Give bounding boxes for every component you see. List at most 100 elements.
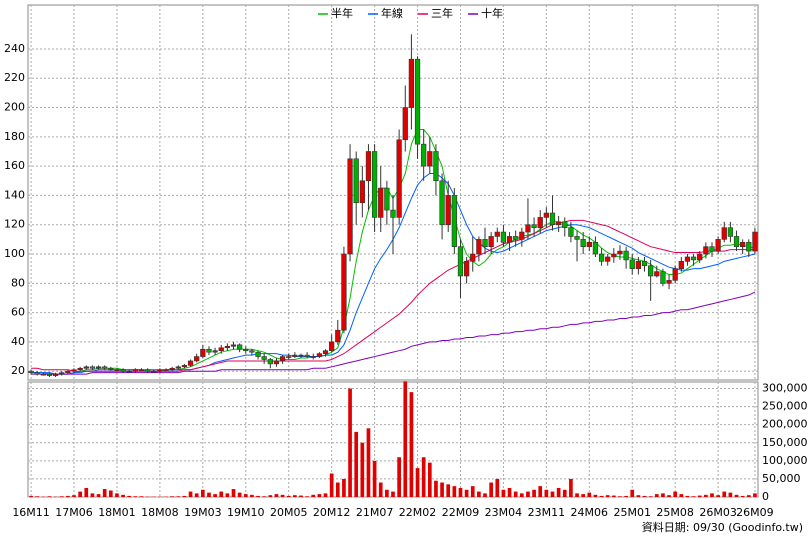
legend-label: 年線: [381, 6, 403, 20]
price-panel: [27, 4, 759, 381]
volume-bar: [139, 496, 144, 497]
x-tick-label: 23M04: [485, 506, 523, 519]
y2-tick-label: 300,000: [762, 382, 808, 395]
volume-panel: [27, 381, 759, 498]
candle-body: [144, 369, 151, 372]
x-tick-label: 18M01: [98, 506, 136, 519]
legend-label: 十年: [481, 6, 503, 20]
candle-body: [525, 224, 531, 233]
candle-body: [611, 253, 617, 258]
volume-bar: [29, 495, 33, 497]
volume-bar: [348, 388, 352, 497]
volume-bar: [716, 495, 720, 497]
y-tick-label: 60: [11, 306, 25, 319]
volume-bar: [213, 494, 217, 497]
candle-body: [678, 261, 684, 269]
volume-bar: [569, 478, 573, 497]
volume-bar: [372, 460, 377, 497]
volume-bar: [483, 493, 487, 497]
y-tick-label: 120: [4, 218, 25, 231]
volume-bar: [335, 482, 340, 497]
volume-bar: [250, 494, 254, 497]
candle-body: [230, 344, 237, 347]
volume-bar: [78, 491, 82, 497]
candle-body: [261, 356, 267, 360]
candle-body: [255, 351, 261, 357]
x-tick-label: 17M06: [55, 506, 93, 519]
candle-body: [666, 280, 672, 284]
x-tick-label: 24M06: [571, 506, 609, 519]
candle-body: [212, 350, 218, 353]
candle-body: [181, 365, 188, 368]
candle-body: [157, 369, 163, 372]
volume-bar: [108, 490, 113, 497]
candle-body: [126, 370, 132, 373]
candle-body: [721, 227, 727, 240]
candle-body: [347, 158, 353, 255]
volume-bar: [519, 493, 524, 497]
volume-bar: [231, 489, 236, 497]
volume-bar: [624, 495, 628, 497]
volume-bar: [446, 484, 451, 497]
candle-body: [65, 370, 71, 373]
volume-bar: [562, 489, 567, 497]
volume-bar: [59, 496, 64, 497]
volume-bar: [133, 496, 138, 497]
volume-bar: [280, 494, 285, 497]
volume-bar: [121, 494, 125, 497]
volume-bar: [299, 495, 303, 497]
volume-bar: [538, 486, 543, 497]
candle-body: [746, 242, 752, 252]
candle-body: [562, 221, 568, 228]
volume-bar: [237, 492, 242, 497]
volume-bar: [385, 489, 389, 497]
x-tick-label: 20M05: [270, 506, 308, 519]
candle-body: [488, 236, 494, 247]
volume-bar: [286, 495, 291, 497]
x-tick-label: 20M12: [313, 506, 351, 519]
volume-bar: [599, 495, 604, 497]
y-tick-label: 180: [4, 130, 25, 143]
candle-body: [187, 360, 194, 366]
candle-body: [329, 341, 335, 352]
candle-body: [500, 231, 507, 243]
candle-body: [371, 151, 378, 218]
volume-bar: [176, 496, 181, 497]
candle-body: [310, 356, 316, 358]
candle-body: [617, 250, 623, 255]
volume-bar: [96, 494, 101, 497]
volume-bar: [342, 478, 346, 497]
volume-bar: [219, 491, 224, 497]
candle-body: [629, 259, 635, 269]
candle-body: [727, 227, 734, 237]
volume-bar: [188, 491, 193, 497]
candle-body: [648, 265, 654, 277]
volume-bar: [366, 428, 371, 497]
candle-body: [322, 350, 329, 354]
volume-bar: [507, 487, 512, 497]
candle-body: [163, 369, 169, 372]
volume-bar: [378, 482, 383, 497]
volume-bar: [513, 491, 518, 497]
x-tick-label: 18M08: [141, 506, 179, 519]
candle-body: [175, 366, 181, 369]
candle-body: [353, 158, 359, 204]
volume-bar: [477, 491, 481, 497]
volume-bar: [556, 487, 561, 497]
candle-body: [108, 367, 114, 371]
volume-bar: [409, 392, 414, 497]
volume-bar: [440, 482, 444, 497]
volume-bar: [293, 495, 297, 497]
volume-bar: [47, 496, 52, 497]
y-tick-label: 200: [4, 101, 25, 114]
volume-bar: [575, 493, 579, 497]
candle-body: [194, 356, 200, 362]
volume-bar: [697, 495, 702, 497]
volume-bar: [72, 495, 76, 497]
volume-bar: [397, 457, 401, 497]
volume-bar: [102, 489, 107, 497]
candle-body: [224, 346, 231, 349]
volume-bar: [84, 487, 89, 497]
